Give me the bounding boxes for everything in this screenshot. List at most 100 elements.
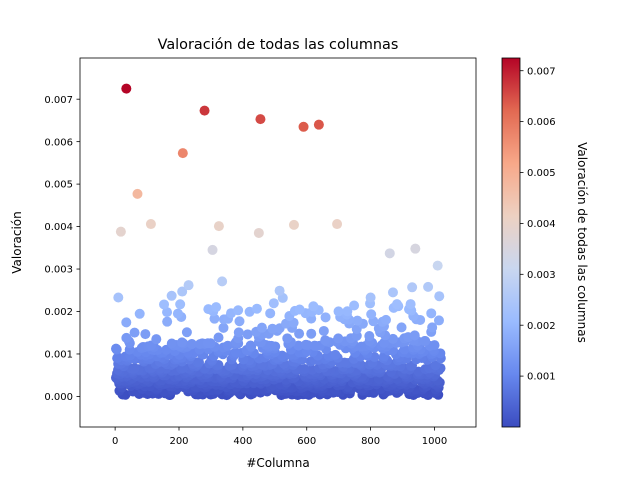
data-point <box>151 334 162 345</box>
y-tick-label: 0.002 <box>44 307 73 318</box>
data-point <box>193 357 204 368</box>
data-point <box>293 340 304 351</box>
data-point <box>320 312 331 323</box>
data-point <box>211 302 222 313</box>
data-point <box>379 337 390 348</box>
data-point <box>253 227 264 238</box>
data-point <box>300 339 311 350</box>
data-point <box>251 303 262 314</box>
data-point <box>181 327 192 338</box>
y-tick-label: 0.004 <box>44 222 73 233</box>
x-tick-label: 1000 <box>422 436 447 447</box>
data-point <box>121 317 132 328</box>
data-point <box>364 331 375 341</box>
data-point <box>113 352 124 363</box>
data-point <box>121 83 132 94</box>
y-tick-label: 0.001 <box>44 350 73 361</box>
data-point <box>391 299 402 310</box>
data-point <box>177 148 188 159</box>
data-point <box>186 338 197 349</box>
data-point <box>366 309 377 320</box>
data-point <box>333 333 344 344</box>
data-point <box>423 281 434 292</box>
data-point <box>313 119 324 130</box>
data-point <box>298 121 309 132</box>
data-point <box>430 360 441 371</box>
data-point <box>213 221 224 232</box>
data-point <box>233 327 244 338</box>
data-point <box>396 322 407 333</box>
data-point <box>299 363 310 374</box>
data-point <box>230 347 241 358</box>
data-point <box>115 226 126 237</box>
data-point <box>113 292 124 303</box>
data-point <box>166 290 177 301</box>
data-point <box>162 307 173 318</box>
data-point <box>294 328 305 339</box>
data-point <box>256 322 267 333</box>
y-tick-label: 0.006 <box>44 137 73 148</box>
x-tick-label: 800 <box>361 436 380 447</box>
data-point <box>409 330 420 341</box>
plot-frame <box>79 57 477 428</box>
data-point <box>349 300 360 311</box>
data-point <box>274 285 285 296</box>
data-point <box>175 299 186 310</box>
points-layer <box>110 83 446 401</box>
y-tick-label: 0.007 <box>44 95 73 106</box>
data-point <box>294 304 305 315</box>
data-point <box>333 306 344 317</box>
data-point <box>265 308 276 319</box>
data-point <box>434 291 445 302</box>
colorbar-tick-label: 0.005 <box>527 168 556 179</box>
data-point <box>203 304 214 315</box>
data-point <box>282 333 293 344</box>
y-axis-label: Valoración <box>10 211 24 273</box>
data-point <box>387 287 398 298</box>
data-point <box>162 316 173 327</box>
data-point <box>217 276 228 287</box>
data-point <box>407 282 418 293</box>
data-point <box>140 329 151 340</box>
data-point <box>234 316 245 327</box>
y-tick-label: 0.003 <box>44 265 73 276</box>
y-axis: 0.000 0.001 0.002 0.003 0.004 0.005 0.006 0.007 <box>44 95 80 403</box>
colorbar-tick-label: 0.004 <box>527 219 556 230</box>
data-point <box>426 308 437 319</box>
chart-title: Valoración de todas las columnas <box>158 37 399 53</box>
data-point <box>410 243 421 254</box>
data-point <box>159 299 170 310</box>
data-point <box>245 340 256 351</box>
data-point <box>121 332 132 343</box>
data-point <box>267 323 278 334</box>
data-point <box>218 322 229 333</box>
data-point <box>172 308 183 319</box>
data-point <box>318 325 329 336</box>
data-point <box>281 318 292 329</box>
data-point <box>432 260 443 271</box>
data-point <box>427 322 438 333</box>
data-point <box>405 299 416 310</box>
data-point <box>288 219 299 230</box>
data-point <box>207 244 218 255</box>
data-point <box>111 343 121 354</box>
x-axis-label: #Columna <box>246 456 309 470</box>
data-point <box>380 314 391 325</box>
data-point <box>129 363 140 374</box>
data-point <box>420 335 431 346</box>
y-tick-label: 0.005 <box>44 180 73 191</box>
colorbar <box>501 57 521 428</box>
data-point <box>330 349 341 360</box>
data-point <box>183 280 194 291</box>
data-point <box>268 298 279 309</box>
colorbar-tick-label: 0.007 <box>527 66 556 77</box>
data-point <box>199 105 210 116</box>
x-tick-label: 200 <box>169 436 188 447</box>
data-point <box>433 315 444 326</box>
data-point <box>387 333 398 344</box>
data-point <box>177 286 188 297</box>
colorbar-label: Valoración de todas las columnas <box>575 142 589 343</box>
colorbar-tick-label: 0.001 <box>527 372 556 383</box>
